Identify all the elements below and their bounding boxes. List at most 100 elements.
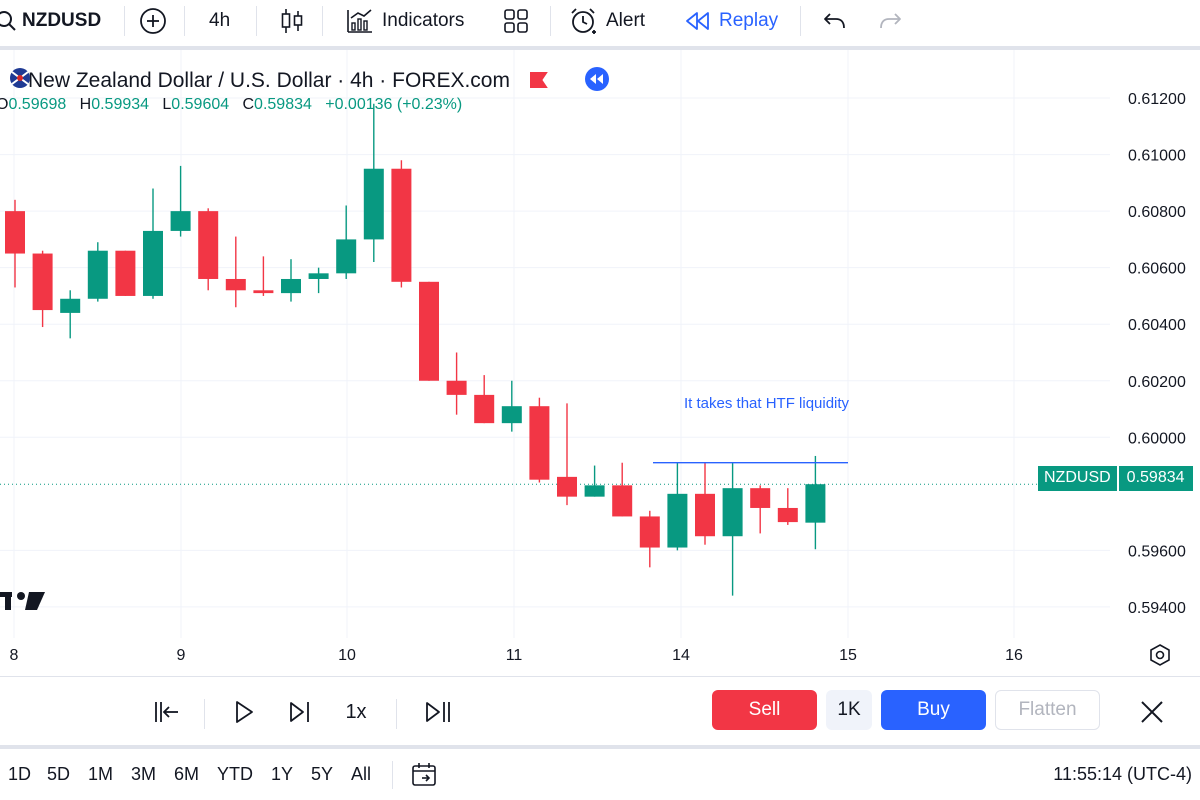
control-divider: [204, 699, 205, 729]
replay-label: Replay: [719, 10, 779, 31]
candle-down[interactable]: [446, 380, 467, 395]
toolbar-divider: [322, 6, 323, 36]
range-3m-button[interactable]: 3M: [131, 764, 157, 784]
interval-button[interactable]: 4h: [209, 0, 230, 42]
candle-up[interactable]: [281, 278, 301, 294]
candle-up[interactable]: [584, 485, 605, 497]
candle-up[interactable]: [363, 168, 384, 240]
buy-button[interactable]: Buy: [881, 690, 986, 730]
range-1y-button[interactable]: 1Y: [271, 764, 294, 784]
clock-timezone[interactable]: 11:55:14 (UTC-4): [1053, 764, 1192, 784]
close-key: C: [242, 96, 255, 113]
layouts-button[interactable]: [503, 0, 529, 42]
settings-gear-icon[interactable]: [1150, 644, 1170, 666]
last-price-tag: NZDUSD 0.59834: [1038, 466, 1193, 491]
plus-circle-icon: [140, 8, 166, 34]
settings-gear-icon[interactable]: [1155, 650, 1165, 660]
rewind-icon: [686, 12, 709, 30]
open-value: 0.59698: [8, 96, 67, 113]
replay-speed-button[interactable]: 1x: [336, 677, 376, 747]
candle-up[interactable]: [308, 273, 329, 279]
candle-down[interactable]: [115, 250, 136, 296]
alert-button[interactable]: Alert: [568, 0, 645, 42]
candle-down[interactable]: [32, 253, 53, 311]
candle-down[interactable]: [529, 406, 550, 480]
open-key: O: [0, 96, 9, 113]
candle-up[interactable]: [143, 230, 163, 296]
toolbar-divider: [256, 6, 257, 36]
range-5d-button[interactable]: 5D: [47, 764, 71, 784]
jump-to-realtime-icon: [426, 702, 450, 722]
high-value: 0.59934: [91, 96, 150, 113]
candle-up[interactable]: [170, 211, 191, 231]
candle-down[interactable]: [419, 281, 439, 381]
candle-up[interactable]: [60, 298, 81, 313]
y-axis-tick-label: 0.60000: [1128, 430, 1186, 447]
candle-up[interactable]: [501, 406, 522, 424]
replay-button[interactable]: Replay: [685, 0, 778, 42]
sell-button[interactable]: Sell: [712, 690, 817, 730]
candle-up[interactable]: [336, 239, 357, 274]
candle-up[interactable]: [87, 250, 108, 299]
chart-annotation-text[interactable]: It takes that HTF liquidity: [684, 395, 850, 412]
candle-down[interactable]: [639, 516, 660, 548]
candle-up[interactable]: [722, 488, 743, 537]
candle-down[interactable]: [391, 168, 412, 282]
tradingview-logo-icon: [5, 592, 11, 610]
x-axis-tick-label: 16: [1005, 647, 1023, 664]
play-button[interactable]: [226, 677, 262, 747]
symbol-search-button[interactable]: NZDUSD: [0, 0, 101, 42]
replay-rewind-circle-icon[interactable]: [584, 66, 610, 92]
x-axis-tick-label: 8: [10, 647, 19, 664]
close-replay-button[interactable]: [1130, 677, 1174, 747]
y-axis-tick-label: 0.59400: [1128, 600, 1186, 617]
select-bar-button[interactable]: [146, 677, 186, 747]
step-forward-button[interactable]: [282, 677, 318, 747]
candle-down[interactable]: [612, 485, 633, 517]
flag-marker-icon[interactable]: [529, 72, 548, 88]
range-ytd-button[interactable]: YTD: [217, 764, 253, 784]
candle-down[interactable]: [695, 493, 715, 537]
candle-down[interactable]: [750, 488, 771, 508]
candle-down[interactable]: [225, 278, 246, 291]
jump-to-start-icon: [155, 702, 178, 722]
indicators-label: Indicators: [382, 10, 465, 31]
range-6m-button[interactable]: 6M: [174, 764, 200, 784]
indicators-button[interactable]: Indicators: [346, 0, 464, 42]
low-value: 0.59604: [171, 96, 230, 113]
range-1d-button[interactable]: 1D: [8, 764, 32, 784]
candle-down[interactable]: [5, 211, 25, 254]
candlestick-chart[interactable]: 0.61200 0.61000 0.60800 0.60600 0.60400 0.602…: [0, 50, 1200, 674]
undo-button[interactable]: [822, 0, 848, 42]
chart-pane[interactable]: 0.61200 0.61000 0.60800 0.60600 0.60400 0.602…: [0, 50, 1200, 674]
range-5y-button[interactable]: 5Y: [311, 764, 334, 784]
toolbar-divider: [184, 6, 185, 36]
candle-down[interactable]: [253, 290, 274, 294]
flatten-button[interactable]: Flatten: [995, 690, 1100, 730]
indicators-icon: [347, 9, 372, 33]
range-1m-button[interactable]: 1M: [88, 764, 114, 784]
jump-to-realtime-button[interactable]: [418, 677, 458, 747]
chart-type-button[interactable]: [279, 0, 305, 42]
candle-down[interactable]: [557, 476, 577, 497]
y-axis-tick-label: 0.60800: [1128, 204, 1186, 221]
compare-symbol-button[interactable]: [138, 0, 168, 42]
y-axis-tick-label: 0.60400: [1128, 317, 1186, 334]
bottom-bar-divider: [392, 761, 393, 789]
interval-label: 4h: [209, 10, 231, 31]
go-to-date-button[interactable]: [410, 749, 440, 800]
candle-down[interactable]: [198, 211, 219, 279]
redo-button[interactable]: [877, 0, 903, 42]
x-axis-tick-label: 11: [506, 647, 523, 664]
candle-up[interactable]: [667, 493, 688, 548]
y-axis-tick-label: 0.60200: [1128, 374, 1186, 391]
candle-down[interactable]: [777, 507, 798, 523]
candle-down[interactable]: [474, 394, 495, 424]
tradingview-logo-icon: [25, 592, 45, 610]
y-axis-tick-label: 0.61200: [1128, 91, 1186, 108]
low-key: L: [162, 96, 172, 113]
candle-up[interactable]: [805, 484, 826, 523]
bottom-toolbar: 1D 5D 1M 3M 6M YTD 1Y 5Y All 11:55:14 (U…: [0, 749, 1200, 800]
quantity-button[interactable]: 1K: [826, 690, 872, 730]
range-all-button[interactable]: All: [351, 764, 372, 784]
